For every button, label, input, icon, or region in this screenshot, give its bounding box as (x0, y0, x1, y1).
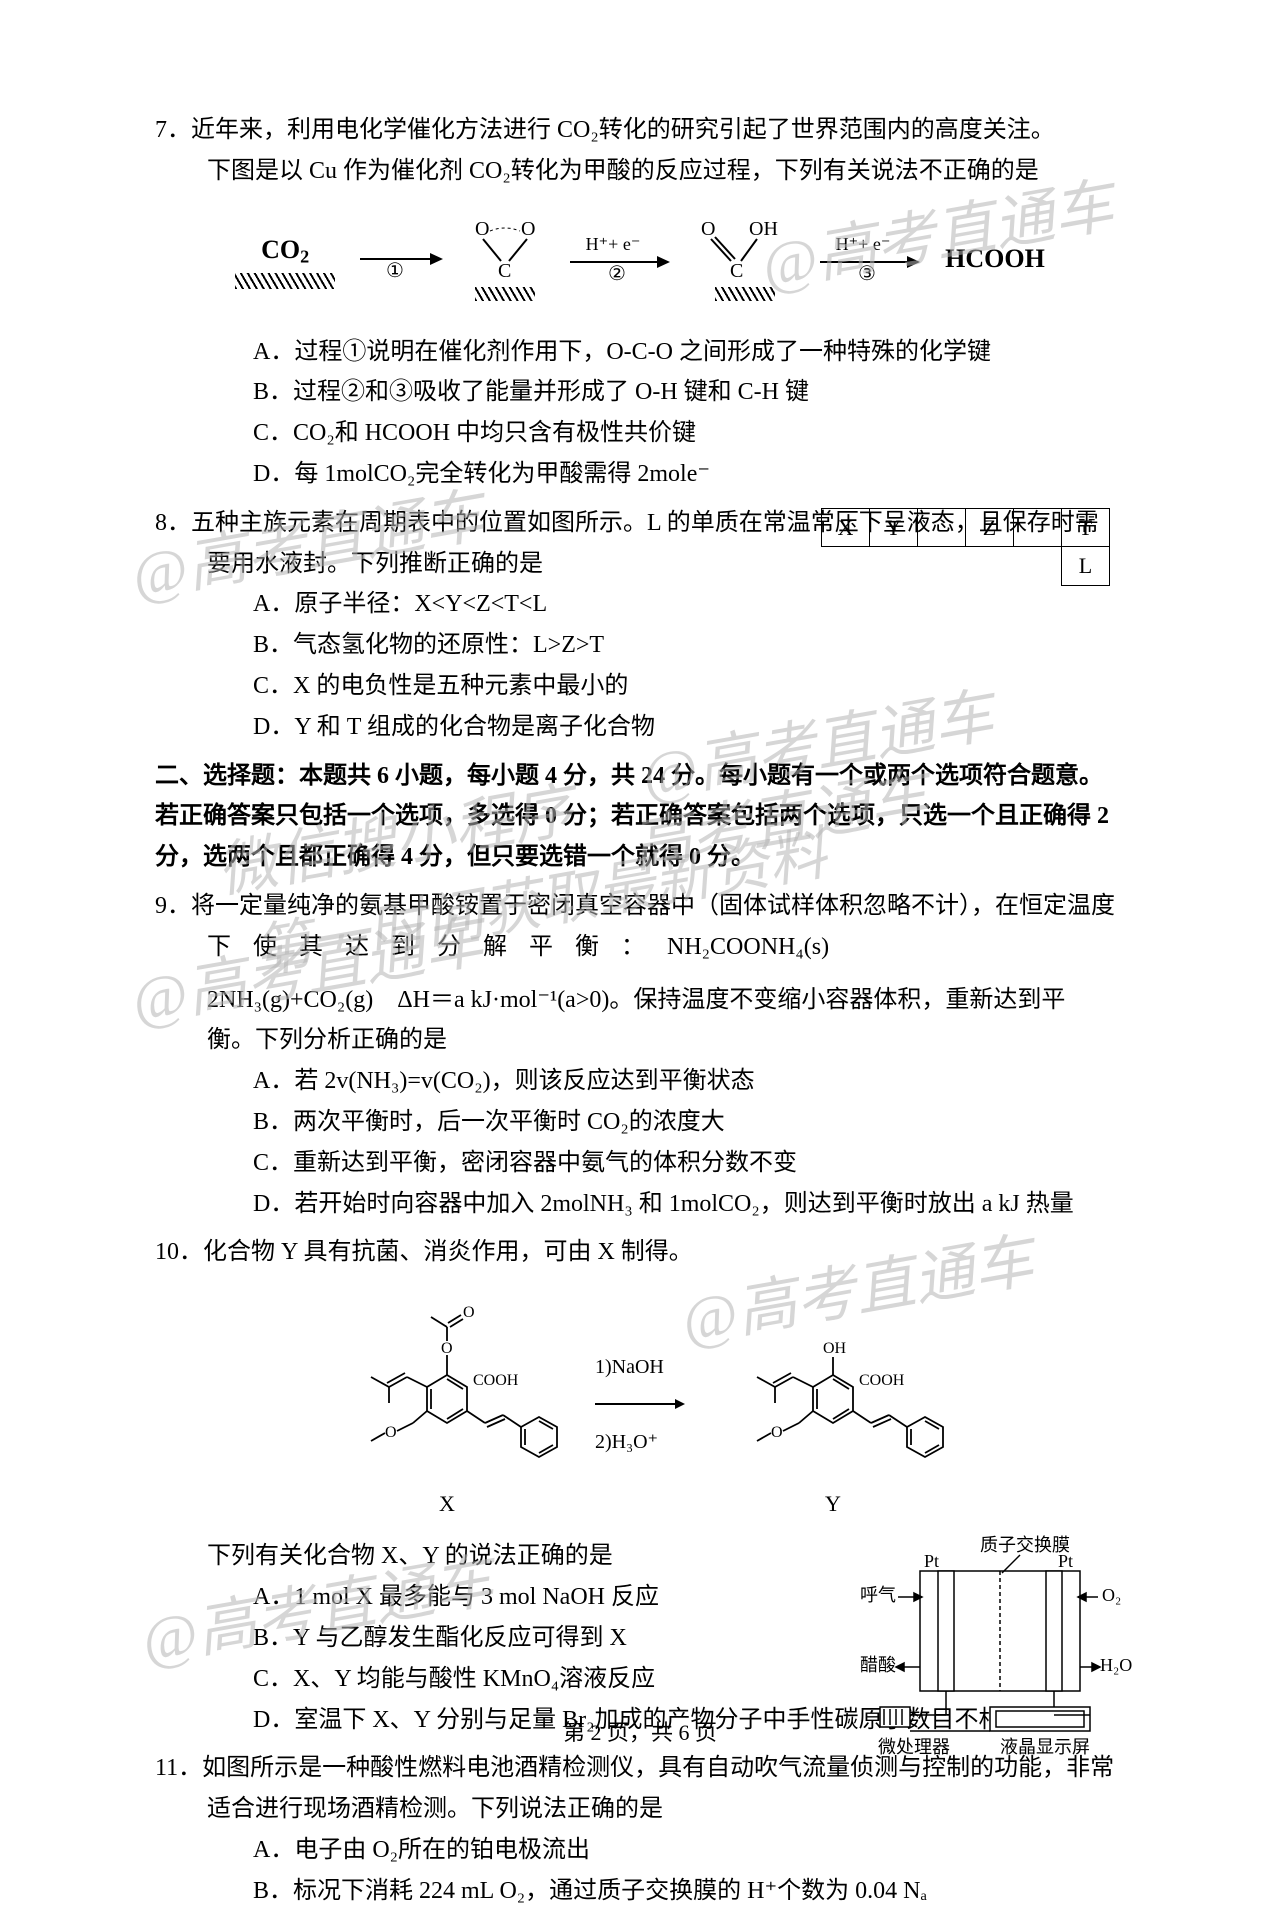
pt-cell: L (1062, 547, 1110, 585)
q9-stem2-tail: NH₂COONH₄(s) (667, 934, 829, 960)
q9-number: 9． (155, 893, 191, 919)
q7-stem-line1: 7．近年来，利用电化学催化方法进行 CO₂转化的研究引起了世界范围内的高度关注。 (155, 110, 1125, 151)
page-footer: 第 2 页，共 6 页 (0, 1714, 1280, 1751)
diagram-hcooh: HCOOH (945, 237, 1045, 281)
reagent-1: 1)NaOH (595, 1350, 685, 1384)
svg-text:②: ② (608, 263, 626, 282)
pt-cell (822, 547, 870, 585)
svg-text:O: O (463, 1304, 475, 1321)
q7-option-a: A．过程①说明在催化剂作用下，O-C-O 之间形成了一种特殊的化学键 (155, 332, 1125, 373)
svg-text:O: O (385, 1424, 397, 1441)
q9-stem-line1: 9．将一定量纯净的氨基甲酸铵置于密闭真空容器中（固体试样体积忽略不计），在恒定温… (155, 886, 1125, 927)
svg-text:H⁺+ e⁻: H⁺+ e⁻ (836, 236, 891, 254)
pt-cell (918, 509, 966, 547)
svg-text:①: ① (386, 260, 404, 279)
q10-structure-diagram: COOH O O O (155, 1287, 1125, 1522)
q9-stem2-spread: 下使其达到分解平衡： (207, 934, 667, 960)
svg-text:醋酸: 醋酸 (860, 1655, 896, 1675)
pt-cell (1014, 509, 1062, 547)
arrow-3-icon: H⁺+ e⁻ ③ (815, 236, 925, 282)
label-y: Y (703, 1485, 963, 1522)
arrow-1-icon: ① (355, 239, 445, 279)
q9-option-d: D．若开始时向容器中加入 2molNH₃ 和 1molCO₂，则达到平衡时放出 … (155, 1184, 1125, 1225)
section-2-title: 二、选择题：本题共 6 小题，每小题 4 分，共 24 分。每小题有一个或两个选… (155, 756, 1125, 878)
svg-text:O: O (771, 1424, 783, 1441)
svg-text:O: O (701, 218, 715, 240)
pt-cell (918, 547, 966, 585)
q8-periodic-table: X Y Z T L (821, 508, 1110, 586)
structure-y: COOH OH O (703, 1287, 963, 1522)
svg-text:OH: OH (749, 218, 778, 240)
question-9: 9．将一定量纯净的氨基甲酸铵置于密闭真空容器中（固体试样体积忽略不计），在恒定温… (155, 886, 1125, 1224)
q9-stem-line3: 2NH₃(g)+CO₂(g) ΔH＝a kJ·mol⁻¹(a>0)。保持温度不变… (155, 980, 1125, 1021)
q8-option-c: C．X 的电负性是五种元素中最小的 (155, 666, 1125, 707)
svg-text:COOH: COOH (859, 1372, 905, 1389)
q7-option-c: C．CO₂和 HCOOH 中均只含有极性共价键 (155, 413, 1125, 454)
q8-number: 8． (155, 510, 191, 536)
pt-cell: Y (870, 509, 918, 547)
svg-text:H⁺+ e⁻: H⁺+ e⁻ (586, 236, 641, 254)
q9-stem-line2: 下使其达到分解平衡：NH₂COONH₄(s) (155, 927, 1125, 968)
svg-text:质子交换膜: 质子交换膜 (980, 1535, 1070, 1555)
q10-stem-text: 化合物 Y 具有抗菌、消炎作用，可由 X 制得。 (203, 1239, 693, 1265)
q7-number: 7． (155, 117, 191, 143)
question-11: 11．如图所示是一种酸性燃料电池酒精检测仪，具有自动吹气流量侦测与控制的功能，非… (155, 1748, 1125, 1911)
svg-text:H₂O: H₂O (1100, 1655, 1132, 1675)
q9-option-c: C．重新达到平衡，密闭容器中氨气的体积分数不变 (155, 1143, 1125, 1184)
svg-text:O₂: O₂ (1102, 1585, 1121, 1605)
q7-stem-line2: 下图是以 Cu 作为催化剂 CO₂转化为甲酸的反应过程，下列有关说法不正确的是 (155, 151, 1125, 192)
q9-stem1-text: 将一定量纯净的氨基甲酸铵置于密闭真空容器中（固体试样体积忽略不计），在恒定温度 (191, 893, 1115, 919)
q9-stem-line4: 衡。下列分析正确的是 (155, 1020, 1125, 1061)
pt-cell: Z (966, 509, 1014, 547)
svg-text:OH: OH (823, 1340, 847, 1357)
pt-cell (966, 547, 1014, 585)
svg-text:O: O (475, 218, 489, 240)
q10-stem: 10．化合物 Y 具有抗菌、消炎作用，可由 X 制得。 (155, 1232, 1125, 1273)
svg-text:COOH: COOH (473, 1372, 519, 1389)
q11-option-b: B．标况下消耗 224 mL O₂，通过质子交换膜的 H⁺个数为 0.04 Nₐ (155, 1871, 1125, 1911)
svg-text:C: C (498, 260, 511, 282)
label-x: X (317, 1485, 577, 1522)
pt-cell (870, 547, 918, 585)
q7-option-b: B．过程②和③吸收了能量并形成了 O-H 键和 C-H 键 (155, 372, 1125, 413)
q10-number: 10． (155, 1239, 203, 1265)
pt-cell: X (822, 509, 870, 547)
diagram-co2: CO2 (235, 228, 335, 288)
question-7: 7．近年来，利用电化学催化方法进行 CO₂转化的研究引起了世界范围内的高度关注。… (155, 110, 1125, 495)
svg-text:O: O (521, 218, 535, 240)
pt-cell: T (1062, 509, 1110, 547)
svg-text:C: C (730, 260, 743, 282)
q8-option-b: B．气态氢化物的还原性：L>Z>T (155, 625, 1125, 666)
q11-option-a: A．电子由 O₂所在的铂电极流出 (155, 1830, 1125, 1871)
q9-option-a: A．若 2v(NH₃)=v(CO₂)，则该反应达到平衡状态 (155, 1061, 1125, 1102)
diagram-int1: O OC (465, 217, 545, 301)
svg-text:呼气: 呼气 (860, 1585, 896, 1605)
diagram-int2: O OH C (695, 217, 795, 301)
structure-x: COOH O O O (317, 1287, 577, 1522)
svg-text:③: ③ (858, 263, 876, 282)
svg-text:Pt: Pt (924, 1551, 939, 1571)
q11-number: 11． (155, 1755, 202, 1781)
q8-option-a: A．原子半径：X<Y<Z<T<L (155, 584, 1125, 625)
reagent-2: 2)H₃O⁺ (595, 1425, 685, 1459)
q9-option-b: B．两次平衡时，后一次平衡时 CO₂的浓度大 (155, 1102, 1125, 1143)
q8-option-d: D．Y 和 T 组成的化合物是离子化合物 (155, 707, 1125, 748)
pt-cell (1014, 547, 1062, 585)
q7-reaction-diagram: CO2 ① OOC H⁺+ e⁻② OOHC H⁺+ e⁻③ HCOOH (155, 204, 1125, 314)
q7-stem1-text: 近年来，利用电化学催化方法进行 CO₂转化的研究引起了世界范围内的高度关注。 (191, 117, 1055, 143)
arrow-2-icon: H⁺+ e⁻ ② (565, 236, 675, 282)
q7-option-d: D．每 1molCO₂完全转化为甲酸需得 2mole⁻ (155, 454, 1125, 495)
reaction-arrow: 1)NaOH 2)H₃O⁺ (595, 1350, 685, 1459)
svg-text:O: O (441, 1340, 453, 1357)
q11-stem-line2: 适合进行现场酒精检测。下列说法正确的是 (155, 1789, 1125, 1830)
